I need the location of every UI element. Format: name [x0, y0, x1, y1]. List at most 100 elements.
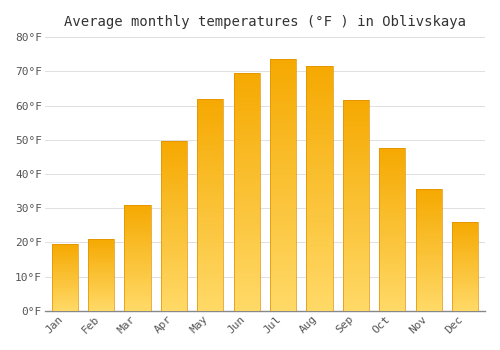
Bar — [234, 178, 260, 182]
Bar — [342, 210, 369, 214]
Bar — [306, 223, 332, 228]
Bar — [124, 294, 150, 296]
Bar — [161, 212, 187, 216]
Bar — [197, 124, 224, 128]
Bar — [416, 206, 442, 209]
Bar — [452, 254, 478, 256]
Bar — [234, 163, 260, 168]
Bar — [379, 226, 406, 230]
Bar — [342, 100, 369, 105]
Bar — [234, 192, 260, 197]
Bar — [416, 221, 442, 223]
Bar — [416, 238, 442, 240]
Bar — [452, 238, 478, 240]
Bar — [270, 90, 296, 95]
Bar — [342, 151, 369, 155]
Bar — [197, 137, 224, 141]
Bar — [52, 245, 78, 247]
Bar — [306, 276, 332, 281]
Bar — [306, 306, 332, 311]
Bar — [342, 168, 369, 172]
Bar — [234, 73, 260, 78]
Bar — [452, 222, 478, 224]
Bar — [306, 120, 332, 125]
Bar — [161, 267, 187, 270]
Bar — [416, 204, 442, 206]
Bar — [452, 266, 478, 268]
Bar — [88, 260, 115, 262]
Bar — [342, 273, 369, 277]
Bar — [306, 91, 332, 96]
Bar — [452, 252, 478, 254]
Bar — [452, 240, 478, 242]
Bar — [88, 289, 115, 291]
Bar — [52, 283, 78, 284]
Bar — [416, 272, 442, 274]
Bar — [306, 228, 332, 232]
Bar — [379, 282, 406, 285]
Bar — [379, 197, 406, 200]
Bar — [52, 270, 78, 271]
Bar — [416, 262, 442, 265]
Bar — [270, 79, 296, 84]
Bar — [452, 259, 478, 261]
Bar — [270, 155, 296, 160]
Bar — [234, 230, 260, 235]
Bar — [197, 273, 224, 277]
Bar — [197, 192, 224, 196]
Bar — [197, 243, 224, 247]
Bar — [306, 159, 332, 164]
Bar — [161, 209, 187, 212]
Bar — [270, 301, 296, 306]
Bar — [306, 125, 332, 130]
Bar — [306, 237, 332, 242]
Bar — [270, 160, 296, 165]
Bar — [161, 260, 187, 264]
Bar — [416, 279, 442, 282]
Bar — [161, 162, 187, 165]
Bar — [416, 248, 442, 250]
Bar — [52, 271, 78, 272]
Bar — [306, 232, 332, 237]
Bar — [124, 285, 150, 287]
Bar — [379, 213, 406, 217]
Bar — [234, 249, 260, 254]
Bar — [379, 233, 406, 236]
Bar — [306, 96, 332, 100]
Bar — [161, 253, 187, 257]
Bar — [379, 174, 406, 177]
Bar — [416, 233, 442, 236]
Bar — [379, 236, 406, 239]
Bar — [234, 145, 260, 149]
Bar — [342, 184, 369, 189]
Bar — [197, 154, 224, 158]
Bar — [306, 281, 332, 286]
Bar — [52, 296, 78, 297]
Bar — [52, 244, 78, 311]
Bar — [342, 265, 369, 269]
Bar — [379, 158, 406, 161]
Bar — [270, 256, 296, 260]
Bar — [88, 288, 115, 289]
Bar — [161, 172, 187, 175]
Bar — [197, 162, 224, 167]
Bar — [52, 248, 78, 250]
Bar — [306, 154, 332, 159]
Bar — [306, 140, 332, 145]
Bar — [124, 245, 150, 247]
Bar — [306, 71, 332, 76]
Bar — [379, 268, 406, 272]
Bar — [161, 230, 187, 233]
Bar — [379, 298, 406, 301]
Bar — [452, 245, 478, 247]
Bar — [88, 309, 115, 311]
Bar — [234, 211, 260, 216]
Bar — [88, 272, 115, 273]
Bar — [52, 303, 78, 304]
Bar — [306, 66, 332, 311]
Bar — [124, 230, 150, 232]
Bar — [161, 186, 187, 189]
Bar — [197, 281, 224, 285]
Bar — [161, 246, 187, 250]
Bar — [342, 269, 369, 273]
